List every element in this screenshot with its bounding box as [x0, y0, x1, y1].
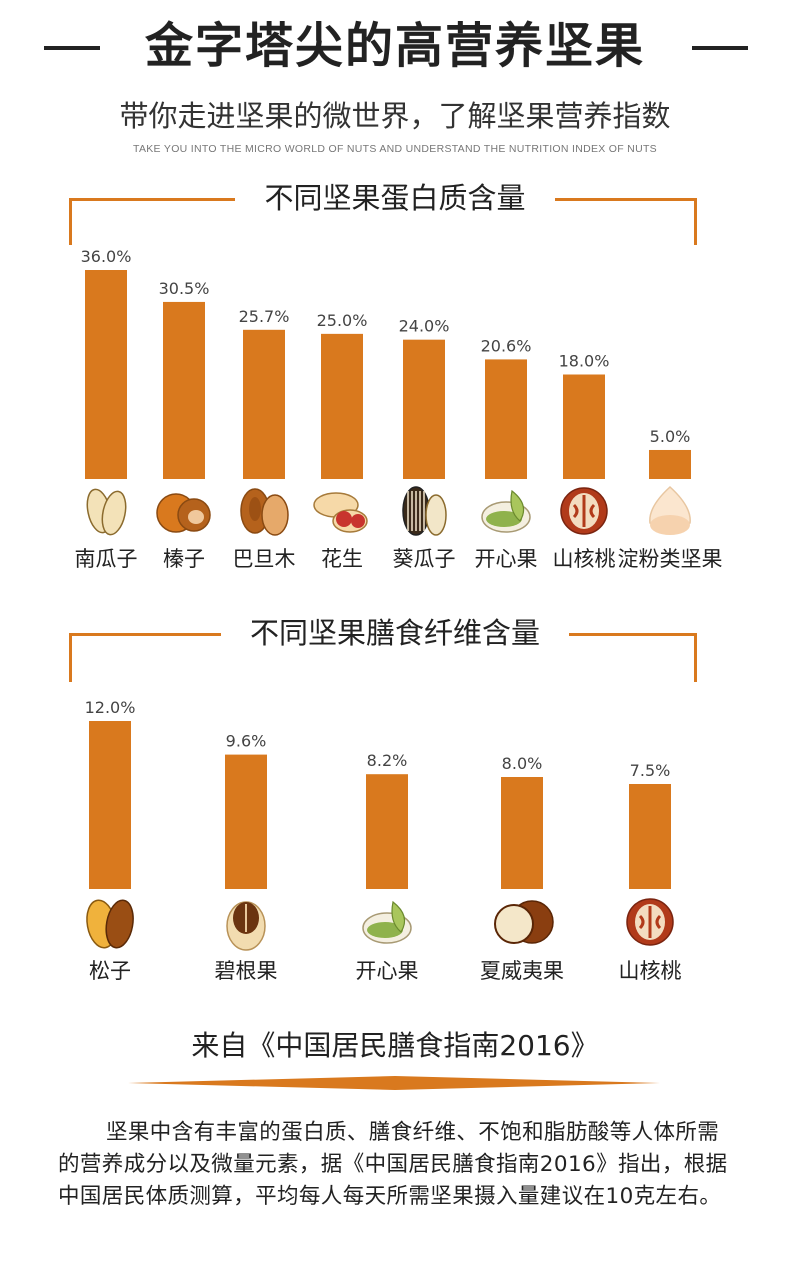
bar-value-label: 25.0%	[317, 311, 368, 330]
category-label: 碧根果	[215, 959, 278, 983]
bar-开心果	[366, 774, 408, 889]
category-label: 松子	[89, 959, 131, 983]
bar-松子	[89, 721, 131, 889]
bar-value-label: 9.6%	[226, 732, 267, 751]
bar-开心果	[485, 359, 527, 479]
peanut-icon	[313, 492, 368, 533]
bar-value-label: 25.7%	[239, 307, 290, 326]
hazelnut-icon	[156, 493, 211, 533]
bar-葵瓜子	[403, 339, 445, 479]
bar-value-label: 36.0%	[81, 247, 132, 266]
bar-value-label: 12.0%	[85, 698, 136, 717]
category-label: 山核桃	[553, 547, 616, 571]
bar-碧根果	[225, 754, 267, 889]
walnut-icon	[560, 487, 608, 535]
pine-nut-icon	[86, 899, 134, 949]
bar-淀粉类坚果	[649, 449, 691, 479]
pumpkin-seed-icon	[86, 488, 127, 536]
category-label: 开心果	[475, 547, 538, 571]
source-citation: 来自《中国居民膳食指南2016》	[191, 1029, 599, 1062]
bar-夏威夷果	[501, 777, 543, 889]
almond-icon	[240, 488, 289, 536]
category-label: 南瓜子	[75, 547, 138, 571]
category-label: 葵瓜子	[393, 547, 456, 571]
walnut-icon	[626, 898, 674, 946]
title-right-dash	[692, 46, 748, 50]
page-subtitle: 带你走进坚果的微世界，了解坚果营养指数	[119, 99, 671, 133]
protein-bar-chart: 36.0%30.5%25.7% 25.0% 24.0%20.6%18.0%5.0% …	[75, 247, 723, 571]
category-label: 开心果	[356, 959, 419, 983]
bar-value-label: 7.5%	[630, 761, 671, 780]
bar-value-label: 30.5%	[159, 279, 210, 298]
category-label: 花生	[321, 547, 363, 571]
bar-value-label: 20.6%	[481, 336, 532, 355]
fiber-chart-title: 不同坚果膳食纤维含量	[221, 613, 569, 653]
category-label: 山核桃	[619, 959, 682, 983]
macadamia-icon	[494, 900, 554, 944]
pistachio-icon	[362, 900, 412, 944]
page-title: 金字塔尖的高营养坚果	[144, 18, 645, 74]
divider-spindle	[128, 1076, 660, 1090]
pecan-icon	[226, 901, 266, 951]
bar-value-label: 24.0%	[399, 317, 450, 336]
protein-chart-title: 不同坚果蛋白质含量	[235, 178, 555, 218]
category-label: 夏威夷果	[480, 959, 564, 983]
bar-value-label: 5.0%	[650, 427, 691, 446]
category-label: 榛子	[163, 547, 205, 571]
sunflower-seed-icon	[402, 486, 447, 536]
bar-山核桃	[563, 374, 605, 479]
bar-value-label: 8.0%	[502, 754, 543, 773]
bar-value-label: 8.2%	[367, 751, 408, 770]
bar-value-label: 18.0%	[559, 352, 610, 371]
bar-山核桃	[629, 784, 671, 889]
title-left-dash	[44, 46, 100, 50]
pistachio-icon	[481, 489, 531, 533]
nutrition-paragraph: 坚果中含有丰富的蛋白质、膳食纤维、不饱和脂肪酸等人体所需的营养成分以及微量元素，…	[58, 1120, 728, 1209]
chestnut-icon	[649, 485, 691, 535]
category-label: 淀粉类坚果	[618, 547, 723, 571]
fiber-bar-chart: 12.0% 9.6% 8.2% 8.0% 7.5% 松子 碧根果 开心果 夏威夷果 山核桃	[85, 698, 682, 983]
category-label: 巴旦木	[233, 547, 296, 571]
bar-巴旦木	[243, 329, 285, 479]
bar-南瓜子	[85, 270, 127, 479]
bar-榛子	[163, 301, 205, 479]
page-subtitle-english: TAKE YOU INTO THE MICRO WORLD OF NUTS AN…	[133, 143, 657, 155]
bar-花生	[321, 333, 363, 479]
